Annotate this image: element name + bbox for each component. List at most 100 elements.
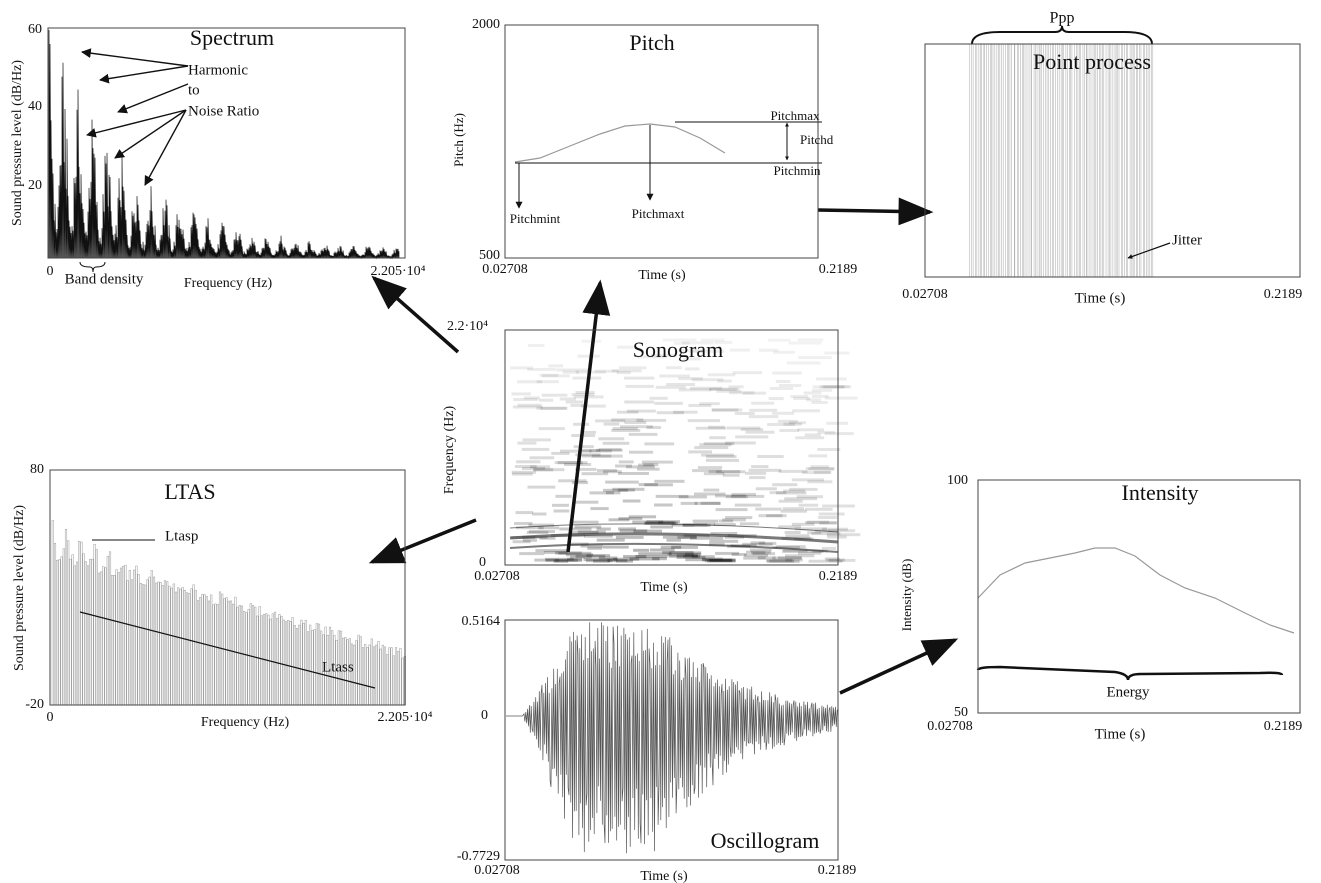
sonogram-cell <box>772 483 798 487</box>
sonogram-cell <box>715 551 740 555</box>
ltas-frame <box>49 469 406 706</box>
sonogram-cell <box>597 469 618 472</box>
ltas-bar <box>280 616 283 706</box>
sonogram-cell <box>692 349 725 353</box>
sonogram-cell <box>558 551 592 555</box>
sonogram-cell <box>749 476 766 480</box>
sonogram-cell <box>715 508 748 512</box>
sonogram-cell <box>829 558 856 562</box>
sonogram-cell <box>590 507 609 511</box>
sonogram-cell <box>538 427 565 431</box>
sonogram-cell <box>553 509 570 513</box>
sonogram-cell <box>734 412 755 415</box>
sonogram-cell <box>778 499 803 503</box>
ltas-bar <box>170 587 173 706</box>
sonogram-cell <box>785 558 803 562</box>
annotation: Noise Ratio <box>188 103 259 119</box>
sonogram-cell <box>703 442 735 446</box>
sonogram-cell <box>742 391 767 395</box>
sonogram-cell <box>596 448 623 452</box>
ltas-bar <box>203 594 206 706</box>
sonogram-cell <box>798 503 819 507</box>
sonogram-cell <box>694 501 721 505</box>
ltas-bar <box>161 585 164 706</box>
ltas-bar <box>80 541 83 706</box>
ltas-bar <box>245 612 248 706</box>
sonogram-cell <box>581 449 601 452</box>
sonogram-cell <box>541 393 568 397</box>
sonogram-cell <box>603 488 628 492</box>
sonogram-cell <box>792 409 821 413</box>
sonogram-cell <box>536 380 559 384</box>
point-process-frame <box>924 43 1301 278</box>
sonogram-cell <box>817 430 835 434</box>
sonogram-cell <box>772 545 800 549</box>
sonogram-cell <box>827 535 847 539</box>
sonogram-cell <box>573 422 590 426</box>
sonogram-cell <box>557 461 583 465</box>
sonogram-cell <box>517 380 543 384</box>
ltas-bar <box>185 592 189 706</box>
sonogram-cell <box>767 423 795 426</box>
ltas-bar <box>311 630 314 706</box>
sonogram-cell <box>813 470 832 474</box>
sonogram-cell <box>805 521 838 524</box>
ltas-bar <box>91 558 94 706</box>
sonogram-cell <box>542 374 570 378</box>
sonogram-cell <box>782 507 804 511</box>
annotation: Harmonic <box>188 62 248 78</box>
sonogram-cell <box>824 557 840 561</box>
sonogram-cell <box>615 464 632 468</box>
ltas-bar <box>168 585 171 706</box>
sonogram-cell <box>791 522 815 526</box>
x-tick-label: 0.2189 <box>819 569 858 584</box>
sonogram-cell <box>772 556 802 560</box>
sonogram-cell <box>575 554 606 558</box>
ltas-bar <box>394 647 398 706</box>
sonogram-cell <box>644 442 675 446</box>
sonogram-cell <box>572 376 602 380</box>
annotation: Ltasp <box>165 528 198 544</box>
ltas-bar <box>269 618 272 706</box>
sonogram-cell <box>551 451 570 455</box>
sonogram-cell <box>703 472 725 476</box>
sonogram-cell <box>712 408 743 412</box>
sonogram-cell <box>554 461 588 465</box>
panel-title: Spectrum <box>190 25 274 50</box>
ltas-bar <box>251 605 255 706</box>
sonogram-cell <box>811 532 841 536</box>
ltas-bar <box>67 540 70 706</box>
sonogram-cell <box>662 338 697 342</box>
sonogram-cell <box>807 480 833 484</box>
sonogram-cell <box>812 385 846 389</box>
ltas-bar <box>368 644 371 706</box>
sonogram-cell <box>607 559 628 563</box>
ltas-bar <box>119 567 123 706</box>
sonogram-cell <box>570 403 585 407</box>
x-axis-label: Time (s) <box>640 580 688 595</box>
sonogram-cell <box>707 559 736 563</box>
sonogram-cell <box>548 364 564 368</box>
sonogram-cell <box>638 552 672 556</box>
ltas-bar <box>84 561 87 706</box>
sonogram-cell <box>783 548 808 552</box>
sonogram-cell <box>608 518 630 522</box>
sonogram-cell <box>528 530 555 533</box>
ltas-bar <box>383 646 387 706</box>
sonogram-cell <box>708 388 737 391</box>
y-tick-label: 60 <box>28 22 42 37</box>
ltas-bar <box>181 587 184 706</box>
sonogram-cell <box>593 559 610 563</box>
sonogram-cell <box>826 421 849 425</box>
sonogram-cell <box>666 538 682 542</box>
arrow <box>81 48 189 67</box>
ltas-bar <box>89 558 92 706</box>
sonogram-cell <box>711 408 739 412</box>
sonogram-cell <box>683 357 701 361</box>
sonogram-cell <box>779 384 802 387</box>
sonogram-cell <box>589 491 614 495</box>
sonogram-cell <box>618 366 647 370</box>
sonogram-cell <box>512 472 533 476</box>
sonogram-cell <box>708 470 741 474</box>
sonogram-cell <box>656 411 685 415</box>
